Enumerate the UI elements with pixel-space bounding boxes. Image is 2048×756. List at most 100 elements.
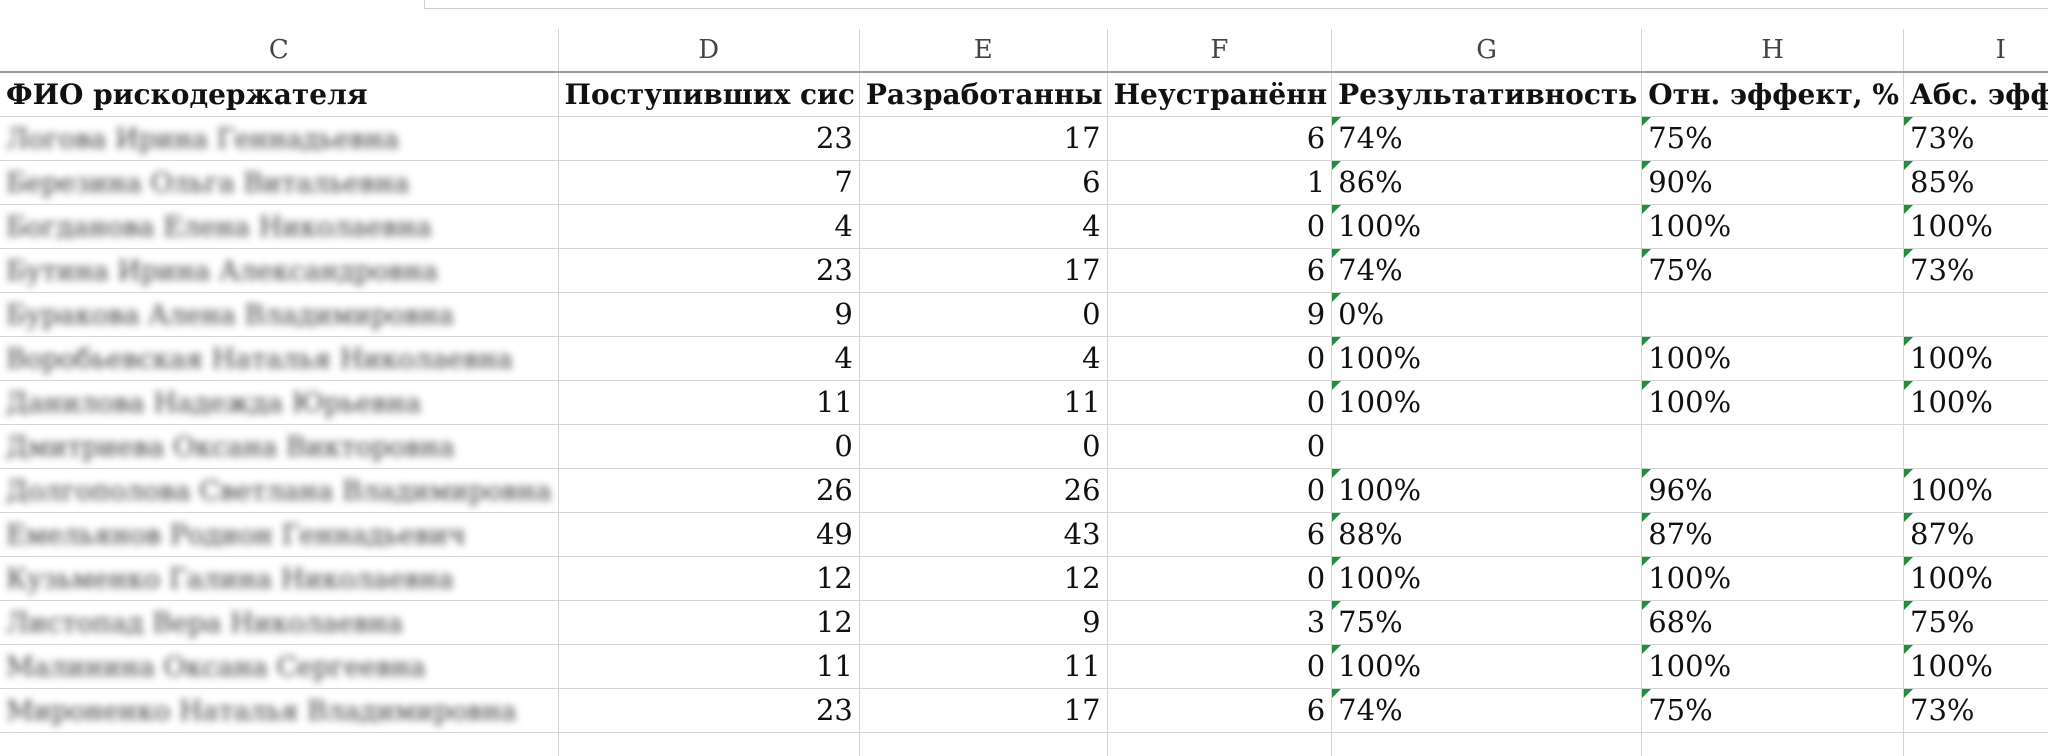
cell-d[interactable]	[558, 732, 860, 756]
cell-i[interactable]	[1903, 732, 2048, 756]
cell-e[interactable]: 43	[859, 512, 1108, 557]
cell-h[interactable]: 90%	[1641, 160, 1904, 205]
formula-bar[interactable]	[424, 0, 2048, 9]
cell-f[interactable]: 3	[1107, 600, 1333, 645]
cell-d[interactable]: 12	[558, 556, 860, 601]
cell-h[interactable]	[1641, 732, 1904, 756]
cell-g[interactable]: 100%	[1331, 468, 1643, 513]
cell-f[interactable]: 1	[1107, 160, 1333, 205]
cell-f[interactable]: 6	[1107, 688, 1333, 733]
cell-d[interactable]: 4	[558, 336, 860, 381]
cell-e[interactable]: 4	[859, 204, 1108, 249]
cell-d[interactable]: 11	[558, 380, 860, 425]
cell-h[interactable]: 100%	[1641, 204, 1904, 249]
cell-d[interactable]: 23	[558, 116, 860, 161]
column-header-D[interactable]: D	[558, 29, 860, 73]
cell-i[interactable]: 75%	[1903, 600, 2048, 645]
cell-h[interactable]: 68%	[1641, 600, 1904, 645]
cell-i[interactable]	[1903, 424, 2048, 469]
cell-name[interactable]: Логова Ирина Геннадьевна	[0, 116, 559, 161]
cell-e[interactable]: 6	[859, 160, 1108, 205]
cell-e[interactable]: 17	[859, 116, 1108, 161]
cell-g[interactable]: 88%	[1331, 512, 1643, 557]
cell-g[interactable]: 74%	[1331, 116, 1643, 161]
cell-g[interactable]	[1331, 424, 1643, 469]
cell-h[interactable]: 87%	[1641, 512, 1904, 557]
cell-h[interactable]: 75%	[1641, 248, 1904, 293]
cell-d[interactable]: 23	[558, 248, 860, 293]
cell-name[interactable]: Мироненко Наталья Владимировна	[0, 688, 559, 733]
cell-i[interactable]: 100%	[1903, 380, 2048, 425]
cell-f[interactable]: 0	[1107, 556, 1333, 601]
cell-g[interactable]: 0%	[1331, 292, 1643, 337]
header-cell-unresolved[interactable]: Неустранённ	[1107, 72, 1333, 117]
cell-d[interactable]: 23	[558, 688, 860, 733]
cell-i[interactable]	[1903, 292, 2048, 337]
cell-h[interactable]: 100%	[1641, 556, 1904, 601]
column-header-I[interactable]: I	[1903, 29, 2048, 73]
cell-g[interactable]: 74%	[1331, 248, 1643, 293]
cell-name[interactable]: Дмитриева Оксана Викторовна	[0, 424, 559, 469]
cell-g[interactable]: 100%	[1331, 336, 1643, 381]
cell-name[interactable]: Емельянов Родион Геннадьевич	[0, 512, 559, 557]
cell-e[interactable]: 26	[859, 468, 1108, 513]
cell-i[interactable]: 100%	[1903, 556, 2048, 601]
cell-d[interactable]: 7	[558, 160, 860, 205]
column-header-H[interactable]: H	[1641, 29, 1904, 73]
cell-f[interactable]: 6	[1107, 248, 1333, 293]
cell-name[interactable]: Малинина Оксана Сергеевна	[0, 644, 559, 689]
cell-e[interactable]: 11	[859, 644, 1108, 689]
cell-f[interactable]: 0	[1107, 380, 1333, 425]
cell-e[interactable]	[859, 732, 1108, 756]
cell-g[interactable]: 100%	[1331, 380, 1643, 425]
cell-i[interactable]: 100%	[1903, 468, 2048, 513]
cell-f[interactable]: 0	[1107, 468, 1333, 513]
cell-i[interactable]: 100%	[1903, 336, 2048, 381]
cell-h[interactable]	[1641, 424, 1904, 469]
cell-h[interactable]: 100%	[1641, 336, 1904, 381]
cell-d[interactable]: 4	[558, 204, 860, 249]
cell-e[interactable]: 12	[859, 556, 1108, 601]
cell-f[interactable]: 0	[1107, 336, 1333, 381]
cell-e[interactable]: 11	[859, 380, 1108, 425]
cell-d[interactable]: 9	[558, 292, 860, 337]
cell-f[interactable]: 0	[1107, 424, 1333, 469]
cell-name[interactable]: Воробьевская Наталья Николаевна	[0, 336, 559, 381]
cell-f[interactable]	[1107, 732, 1333, 756]
cell-i[interactable]: 73%	[1903, 248, 2048, 293]
cell-h[interactable]: 96%	[1641, 468, 1904, 513]
cell-h[interactable]: 75%	[1641, 116, 1904, 161]
header-cell-received[interactable]: Поступивших сис	[558, 72, 860, 117]
cell-g[interactable]: 74%	[1331, 688, 1643, 733]
cell-e[interactable]: 17	[859, 688, 1108, 733]
cell-e[interactable]: 4	[859, 336, 1108, 381]
cell-f[interactable]: 6	[1107, 512, 1333, 557]
column-header-E[interactable]: E	[859, 29, 1108, 73]
cell-h[interactable]: 100%	[1641, 644, 1904, 689]
cell-f[interactable]: 6	[1107, 116, 1333, 161]
header-cell-developed[interactable]: Разработанны	[859, 72, 1108, 117]
cell-f[interactable]: 0	[1107, 204, 1333, 249]
cell-g[interactable]: 86%	[1331, 160, 1643, 205]
cell-i[interactable]: 73%	[1903, 116, 2048, 161]
cell-i[interactable]: 85%	[1903, 160, 2048, 205]
cell-h[interactable]: 100%	[1641, 380, 1904, 425]
header-cell-relative-effect[interactable]: Отн. эффект, %	[1641, 72, 1904, 117]
cell-h[interactable]: 75%	[1641, 688, 1904, 733]
cell-f[interactable]: 0	[1107, 644, 1333, 689]
cell-name[interactable]: Бутина Ирина Александровна	[0, 248, 559, 293]
cell-e[interactable]: 0	[859, 424, 1108, 469]
cell-name[interactable]	[0, 732, 559, 756]
cell-i[interactable]: 73%	[1903, 688, 2048, 733]
cell-e[interactable]: 17	[859, 248, 1108, 293]
cell-d[interactable]: 12	[558, 600, 860, 645]
cell-name[interactable]: Березина Ольга Витальевна	[0, 160, 559, 205]
column-header-G[interactable]: G	[1331, 29, 1643, 73]
cell-i[interactable]: 100%	[1903, 204, 2048, 249]
cell-name[interactable]: Листопад Вера Николаевна	[0, 600, 559, 645]
cell-name[interactable]: Богданова Елена Николаевна	[0, 204, 559, 249]
cell-name[interactable]: Долгополова Светлана Владимировна	[0, 468, 559, 513]
cell-name[interactable]: Буракова Алена Владимировна	[0, 292, 559, 337]
column-header-F[interactable]: F	[1107, 29, 1333, 73]
cell-name[interactable]: Данилова Надежда Юрьевна	[0, 380, 559, 425]
